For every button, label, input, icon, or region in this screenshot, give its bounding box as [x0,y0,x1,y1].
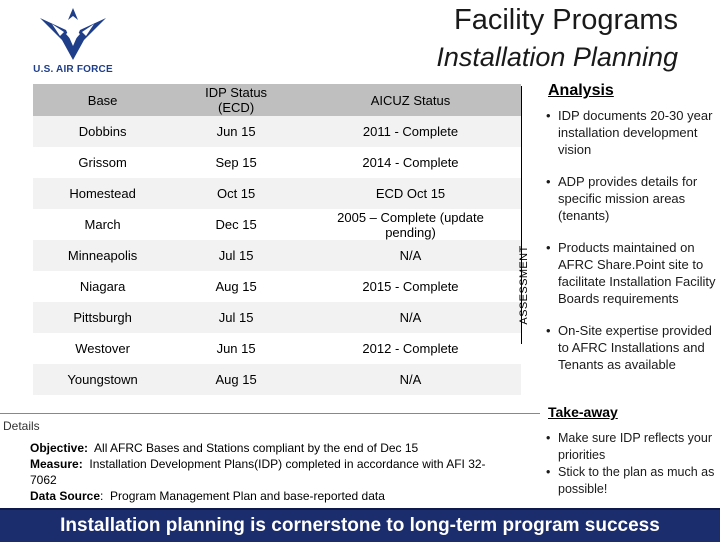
analysis-list: IDP documents 20-30 year installation de… [543,107,718,388]
cell-aicuz-status: N/A [299,240,521,271]
cell-idp-status: Aug 15 [172,364,300,395]
column-header-base: Base [33,84,173,116]
air-force-logo: U.S. AIR FORCE [30,6,116,76]
cell-idp-status: Jun 15 [172,333,300,364]
source-line: Data Source: Program Management Plan and… [30,489,385,503]
takeaway-heading: Take-away [548,404,618,420]
idp-header-line2: (ECD) [218,100,255,115]
cell-idp-status: Jul 15 [172,240,300,271]
measure-label: Measure: [30,457,83,471]
cell-aicuz-status: 2014 - Complete [299,147,521,178]
cell-aicuz-status: N/A [299,302,521,333]
table-row: Homestead Oct 15 ECD Oct 15 [33,178,521,209]
cell-base: Westover [33,333,173,364]
cell-idp-status: Oct 15 [172,178,300,209]
table-row: Pittsburgh Jul 15 N/A [33,302,521,333]
cell-aicuz-status: 2012 - Complete [299,333,521,364]
assessment-label: ASSESSMENT [518,245,530,325]
objective-label: Objective: [30,441,89,455]
table-row: Grissom Sep 15 2014 - Complete [33,147,521,178]
takeaway-bullet: Stick to the plan as much as possible! [543,464,718,497]
installation-status-table: Base IDP Status (ECD) AICUZ Status Dobbi… [33,84,521,395]
cell-aicuz-status: 2005 – Complete (update pending) [299,209,521,240]
details-label: Details [3,419,40,433]
table-body: Dobbins Jun 15 2011 - Complete Grissom Sep 1… [33,116,521,395]
cell-idp-status: Sep 15 [172,147,300,178]
footer-banner: Installation planning is cornerstone to … [0,508,720,542]
cell-idp-status: Aug 15 [172,271,300,302]
cell-base: Grissom [33,147,173,178]
takeaway-list: Make sure IDP reflects your priorities S… [543,430,718,498]
cell-aicuz-status: N/A [299,364,521,395]
page-subtitle: Installation Planning [436,42,678,72]
measure-line: Measure: Installation Development Plans(… [30,456,500,488]
page-title: Facility Programs [454,4,678,36]
analysis-bullet: ADP provides details for specific missio… [543,173,718,224]
logo-text: U.S. AIR FORCE [33,64,113,75]
cell-idp-status: Jun 15 [172,116,300,147]
details-divider [0,413,540,414]
measure-text: Installation Development Plans(IDP) comp… [30,457,486,487]
objective-text: All AFRC Bases and Stations compliant by… [94,441,419,455]
idp-header-line1: IDP Status [205,85,268,100]
source-label: Data Source [30,489,101,503]
takeaway-bullet: Make sure IDP reflects your priorities [543,430,718,463]
table-row: Minneapolis Jul 15 N/A [33,240,521,271]
column-header-idp-status: IDP Status (ECD) [172,84,300,116]
analysis-bullet: Products maintained on AFRC Share.Point … [543,239,718,307]
cell-base: Youngstown [33,364,173,395]
assessment-divider [521,86,522,344]
table-row: Westover Jun 15 2012 - Complete [33,333,521,364]
analysis-heading: Analysis [548,82,614,99]
objective-line: Objective: All AFRC Bases and Stations c… [30,440,500,456]
table-row: Niagara Aug 15 2015 - Complete [33,271,521,302]
cell-base: Pittsburgh [33,302,173,333]
source-text: Program Management Plan and base-reporte… [110,489,385,503]
air-force-wings-icon [40,8,106,60]
table-row: Youngstown Aug 15 N/A [33,364,521,395]
cell-base: Niagara [33,271,173,302]
table-header-row: Base IDP Status (ECD) AICUZ Status [33,84,521,116]
cell-base: Dobbins [33,116,173,147]
column-header-aicuz-status: AICUZ Status [299,84,521,116]
table-row: March Dec 15 2005 – Complete (update pendi… [33,209,521,240]
cell-aicuz-status: ECD Oct 15 [299,178,521,209]
table-row: Dobbins Jun 15 2011 - Complete [33,116,521,147]
cell-idp-status: Jul 15 [172,302,300,333]
cell-aicuz-status: 2015 - Complete [299,271,521,302]
cell-base: Minneapolis [33,240,173,271]
cell-idp-status: Dec 15 [172,209,300,240]
cell-aicuz-status: 2011 - Complete [299,116,521,147]
analysis-bullet: IDP documents 20-30 year installation de… [543,107,718,158]
cell-base: March [33,209,173,240]
analysis-bullet: On-Site expertise provided to AFRC Insta… [543,322,718,373]
cell-base: Homestead [33,178,173,209]
details-box: Objective: All AFRC Bases and Stations c… [30,440,500,504]
